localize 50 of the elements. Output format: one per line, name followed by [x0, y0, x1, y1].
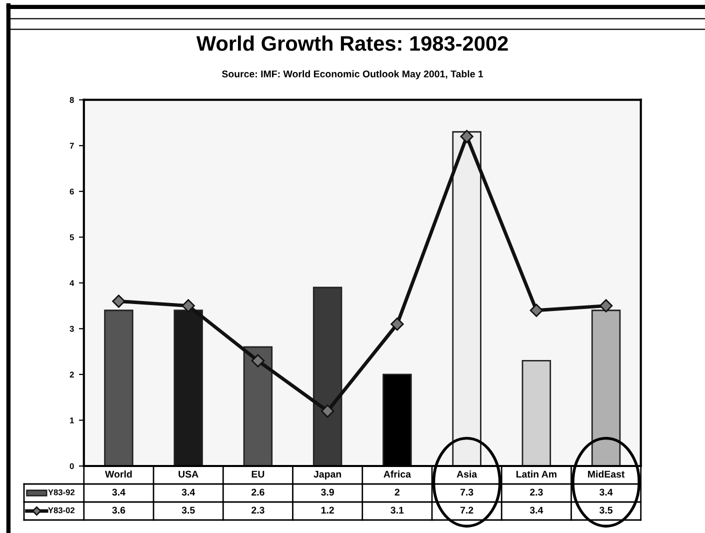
- data-label: 7.2: [460, 506, 474, 514]
- x-tick-label: Latin Am: [516, 470, 556, 478]
- bar: [522, 360, 552, 466]
- x-tick-label: Japan: [314, 470, 342, 480]
- legend-label: Y83-02: [48, 507, 75, 514]
- y-tick-label: 6: [70, 188, 74, 194]
- y-tick-label: 5: [70, 234, 74, 240]
- data-label: 3.4: [530, 506, 544, 514]
- point: [390, 318, 404, 331]
- x-tick-label: MidEast: [588, 470, 625, 478]
- data-label: 3.4: [600, 488, 613, 496]
- y-tick-label: 1: [70, 418, 74, 424]
- x-tick-label: World: [105, 470, 132, 478]
- x-tick-label: Africa: [384, 470, 412, 478]
- point: [251, 354, 265, 368]
- chart-subtitle: Source: IMF: World Economic Outlook May 2001, Table 1: [222, 70, 484, 80]
- point: [460, 130, 474, 144]
- data-label: 3.6: [112, 506, 126, 514]
- point: [112, 294, 126, 308]
- y-tick-label: 8: [70, 97, 74, 103]
- bar: [312, 286, 342, 466]
- y-tick-label: 3: [70, 326, 74, 332]
- point: [599, 299, 613, 312]
- point: [182, 299, 195, 312]
- point: [530, 304, 544, 317]
- x-tick-label: Asia: [456, 470, 478, 478]
- data-label: 3.5: [182, 506, 195, 514]
- y-tick-label: 2: [70, 372, 74, 378]
- data-label: 2: [394, 488, 400, 496]
- y-tick-label: 7: [70, 142, 74, 149]
- point: [320, 404, 334, 418]
- x-tick-label: USA: [178, 470, 198, 478]
- data-label: 3.4: [112, 488, 126, 496]
- data-label: 1.2: [321, 506, 334, 514]
- bar: [104, 310, 134, 466]
- data-label: 3.1: [390, 506, 404, 514]
- data-label: 2.3: [252, 506, 264, 514]
- data-label: 2.3: [530, 488, 543, 496]
- data-label: 3.5: [600, 506, 613, 514]
- chart-title: World Growth Rates: 1983-2002: [196, 36, 508, 51]
- data-label: 3.9: [321, 488, 334, 496]
- x-tick-label: EU: [252, 470, 264, 478]
- bar: [243, 346, 273, 466]
- y-tick-label: 4: [70, 280, 74, 286]
- data-label: 2.6: [252, 488, 264, 496]
- bar: [591, 310, 621, 466]
- data-label: 7.3: [460, 488, 474, 496]
- legend-label: Y83-92: [48, 489, 75, 496]
- data-label: 3.4: [182, 488, 196, 496]
- y-tick-label: 0: [70, 463, 74, 470]
